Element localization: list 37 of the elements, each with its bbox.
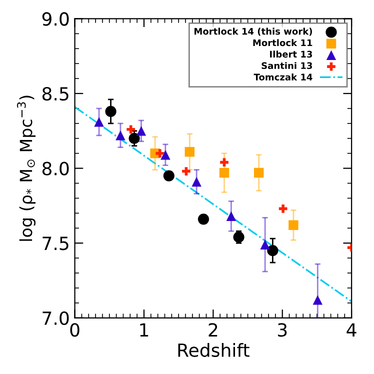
point [128,132,140,144]
legend-label: Tomczak 14 [254,74,312,80]
point [105,106,116,118]
y-tick-label: 7.0 [42,311,69,326]
point [160,150,170,160]
point [288,220,298,230]
point [136,126,146,136]
point [226,211,236,222]
y-tick-label: 9.0 [42,12,69,26]
y-tick-label: 7.5 [42,236,68,250]
point [184,146,195,157]
point [192,176,202,187]
y-axis-title: log (ρ$_{*}$ M$_{⊙}$ Mpc$^{−3}$) [17,96,36,241]
x-tick-label: 1 [140,323,148,336]
x-tick-label: 3 [278,323,287,337]
legend-label: Mortlock 11 [253,39,312,46]
point [94,117,104,127]
point [219,168,230,178]
point [260,240,270,250]
x-axis-title: Redshift [178,343,250,357]
x-tick-label: 2 [208,323,218,336]
point [198,214,210,225]
legend-label: Santini 13 [262,62,312,70]
y-tick-label: 8.5 [42,86,68,101]
point [278,204,288,213]
point [267,245,278,256]
point [116,130,126,140]
point [220,158,228,166]
point [156,149,164,158]
x-tick-label: 4 [346,323,356,336]
point [312,295,323,305]
point [163,170,174,182]
x-tick-label: 0 [70,323,80,337]
legend-label: Ilbert 13 [270,50,312,58]
y-tick-label: 8.0 [42,162,69,176]
legend-label: Mortlock 14 (this work) [194,28,312,36]
point [254,168,264,178]
